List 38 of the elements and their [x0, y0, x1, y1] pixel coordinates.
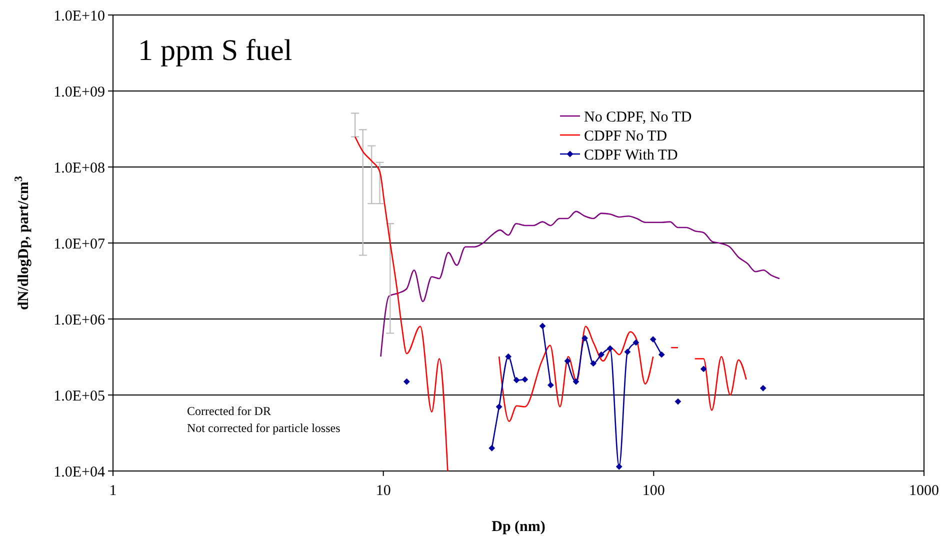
- point: [632, 339, 640, 346]
- annotation: Corrected for DR: [187, 404, 271, 418]
- x-tick-label: 1000: [909, 483, 939, 499]
- legend-label: CDPF No TD: [584, 128, 668, 144]
- point: [624, 348, 631, 356]
- x-tick-label: 1: [109, 483, 117, 499]
- text: 1 ppm S fuel: [138, 34, 292, 67]
- point: [547, 382, 554, 388]
- point: [658, 351, 665, 358]
- legend-label: No CDPF, No TD: [584, 109, 692, 126]
- point: [564, 358, 571, 364]
- point: [572, 378, 580, 385]
- line-series: [380, 210, 780, 358]
- annotation: Not corrected for particle losses: [187, 421, 341, 435]
- point: [674, 398, 682, 405]
- y-tick-label: 1.0E+04: [54, 464, 106, 480]
- y-tick-label: 1.0E+06: [54, 312, 106, 328]
- point: [488, 444, 496, 452]
- x-axis-title: Dp (nm): [492, 519, 546, 535]
- x-tick-label: 100: [642, 483, 665, 499]
- point: [539, 322, 546, 330]
- point: [590, 360, 596, 367]
- y-tick-label: 1.0E+07: [54, 236, 106, 252]
- point: [513, 376, 520, 384]
- point: [650, 336, 656, 343]
- x-tick-label: 10: [376, 483, 391, 499]
- point: [616, 463, 622, 470]
- point: [505, 353, 512, 360]
- point: [606, 345, 614, 352]
- point: [522, 376, 528, 383]
- point: [582, 334, 588, 342]
- y-tick-label: 1.0E+10: [54, 8, 105, 24]
- point: [496, 404, 502, 410]
- y-tick-label: 1.0E+08: [54, 160, 105, 176]
- point: [598, 351, 604, 358]
- legend-label: CDPF With TD: [584, 147, 678, 164]
- y-tick-label: 1.0E+05: [54, 388, 105, 404]
- y-tick-label: 1.0E+09: [54, 84, 105, 100]
